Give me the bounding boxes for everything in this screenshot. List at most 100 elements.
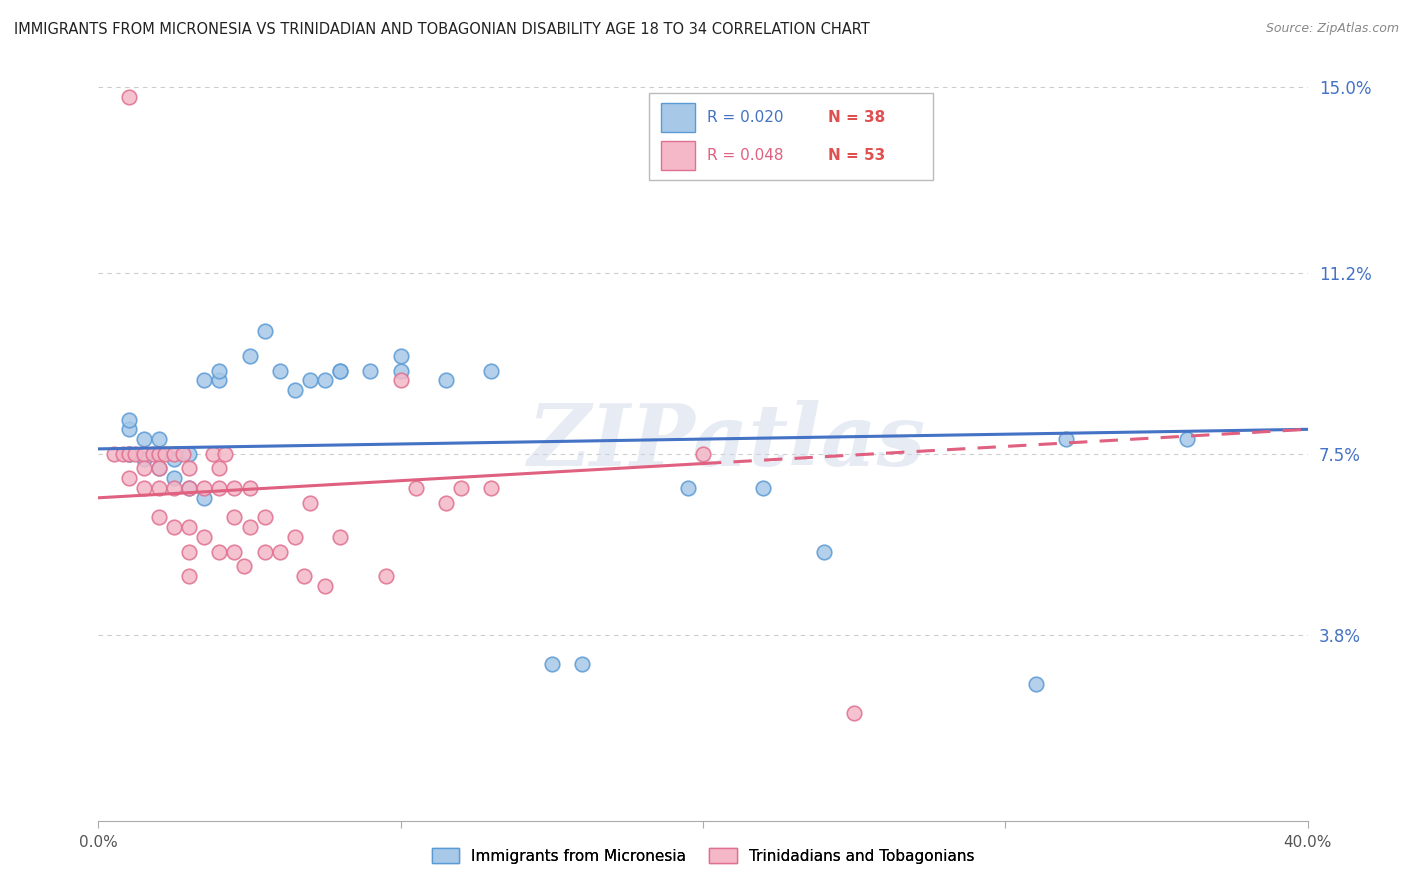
Point [299,496,322,510]
Point [208,461,231,475]
Point [153,447,176,461]
Point [239,481,262,495]
Point [1175,432,1198,446]
Point [118,447,141,461]
Point [239,520,262,534]
Point [253,544,276,558]
Point [118,89,141,103]
Point [148,481,170,495]
Point [118,471,141,485]
Point [481,363,503,377]
FancyBboxPatch shape [661,103,695,132]
Point [193,373,215,387]
Point [269,544,291,558]
Point [208,373,231,387]
Point [118,447,141,461]
Point [752,481,775,495]
Point [329,530,352,544]
Point [118,447,141,461]
Legend: Immigrants from Micronesia, Trinidadians and Tobagonians: Immigrants from Micronesia, Trinidadians… [426,842,980,870]
Point [163,471,186,485]
Point [179,461,201,475]
Point [179,481,201,495]
Point [163,520,186,534]
Point [132,461,155,475]
FancyBboxPatch shape [661,141,695,170]
Point [193,491,215,505]
Point [329,363,352,377]
Point [844,706,866,720]
Text: R = 0.048: R = 0.048 [707,148,783,163]
Point [179,520,201,534]
Point [434,496,457,510]
Point [163,447,186,461]
Point [692,447,714,461]
Point [813,544,835,558]
Point [208,544,231,558]
Point [540,657,562,672]
Point [214,447,236,461]
Point [148,510,170,524]
Point [284,530,307,544]
Point [202,447,225,461]
Point [253,325,276,339]
Point [269,363,291,377]
Point [193,530,215,544]
Point [360,363,382,377]
Text: N = 38: N = 38 [828,111,884,125]
Point [299,373,322,387]
Point [224,481,246,495]
Text: IMMIGRANTS FROM MICRONESIA VS TRINIDADIAN AND TOBAGONIAN DISABILITY AGE 18 TO 34: IMMIGRANTS FROM MICRONESIA VS TRINIDADIA… [14,22,870,37]
Point [118,422,141,436]
Point [571,657,593,672]
Point [232,559,254,574]
Point [314,579,336,593]
Point [284,383,307,397]
Point [253,510,276,524]
Point [132,451,155,466]
Point [148,461,170,475]
Text: Source: ZipAtlas.com: Source: ZipAtlas.com [1265,22,1399,36]
Point [193,481,215,495]
Point [124,447,146,461]
Point [450,481,472,495]
Point [148,432,170,446]
Point [179,447,201,461]
Point [132,447,155,461]
Point [314,373,336,387]
Point [118,412,141,426]
Point [292,569,315,583]
Point [389,349,412,363]
Text: N = 53: N = 53 [828,148,884,163]
Point [172,447,194,461]
Point [676,481,699,495]
Point [239,349,262,363]
Point [208,363,231,377]
Point [208,481,231,495]
Point [434,373,457,387]
Point [103,447,125,461]
Point [179,569,201,583]
Point [179,481,201,495]
Point [481,481,503,495]
Point [1024,676,1046,690]
Point [148,461,170,475]
Point [389,373,412,387]
Point [132,432,155,446]
Point [148,447,170,461]
Point [132,481,155,495]
Point [111,447,134,461]
Point [142,447,165,461]
Point [163,481,186,495]
Point [329,363,352,377]
Point [163,451,186,466]
Point [224,510,246,524]
Point [224,544,246,558]
Point [1054,432,1077,446]
Point [179,544,201,558]
Point [389,363,412,377]
Point [405,481,427,495]
Point [374,569,396,583]
FancyBboxPatch shape [648,93,932,180]
Text: R = 0.020: R = 0.020 [707,111,783,125]
